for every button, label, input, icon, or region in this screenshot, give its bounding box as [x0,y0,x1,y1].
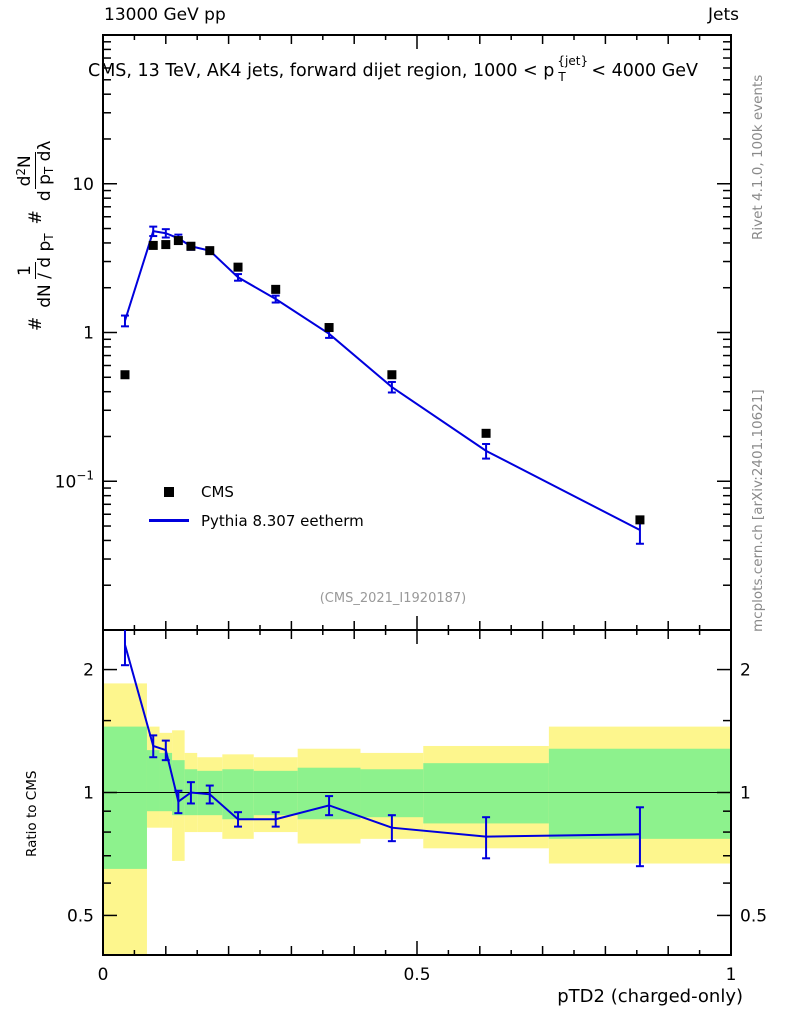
plot-title: CMS, 13 TeV, AK4 jets, forward dijet reg… [0,54,786,84]
svg-text:0: 0 [98,965,109,985]
main-y-axis-label: # 1 dN / d pT # d2N d pT dλ [14,139,57,331]
tick-labels: 10 1 10−1 0.5 0.5 1 1 2 2 0 0.5 1 [55,175,767,985]
svg-text:10−1: 10−1 [55,468,94,492]
legend-label-cms: CMS [201,482,234,501]
analysis-id-watermark: (CMS_2021_I1920187) [319,591,467,606]
fraction-d2n: d2N d pT dλ [14,140,57,202]
ratio-panel-frame [102,629,732,956]
mcplots-citation-note: mcplots.cern.ch [arXiv:2401.10621] [750,389,766,632]
x-axis-label: pTD2 (charged-only) [557,986,743,1007]
legend: CMS Pythia 8.307 eetherm [146,477,364,535]
svg-text:1: 1 [726,965,737,985]
plot-title-suffix: < 4000 GeV [591,61,699,81]
ratio-y-axis-label: Ratio to CMS [24,770,40,857]
pythia-line-marker-icon [149,519,189,522]
cms-data-points [120,236,645,525]
rivet-version-note: Rivet 4.1.0, 100k events [750,74,766,240]
hash-symbol: # [25,316,46,331]
svg-text:0.5: 0.5 [67,906,94,926]
legend-item-cms: CMS [146,477,364,506]
svg-text:2: 2 [83,661,94,681]
svg-text:0.5: 0.5 [740,906,767,926]
beam-energy-label: 13000 GeV pp [104,5,226,25]
pt-jet-symbol: {jet} T [557,54,589,84]
uncertainty-bands [103,683,731,955]
legend-item-pythia: Pythia 8.307 eetherm [146,506,364,535]
cms-square-marker-icon [164,486,174,497]
main-panel-frame [102,34,732,631]
analysis-group-label: Jets [708,5,739,25]
svg-text:1: 1 [83,784,94,804]
fraction-one-over-dndpt: 1 dN / d pT [15,233,57,308]
svg-text:2: 2 [740,661,751,681]
hash-symbol: # [25,210,46,225]
legend-label-pythia: Pythia 8.307 eetherm [201,511,364,530]
svg-text:10: 10 [72,175,94,195]
ratio-curve [120,630,644,868]
plot-title-text: CMS, 13 TeV, AK4 jets, forward dijet reg… [87,61,555,81]
svg-text:0.5: 0.5 [403,965,430,985]
svg-text:1: 1 [83,324,94,344]
svg-text:1: 1 [740,784,751,804]
